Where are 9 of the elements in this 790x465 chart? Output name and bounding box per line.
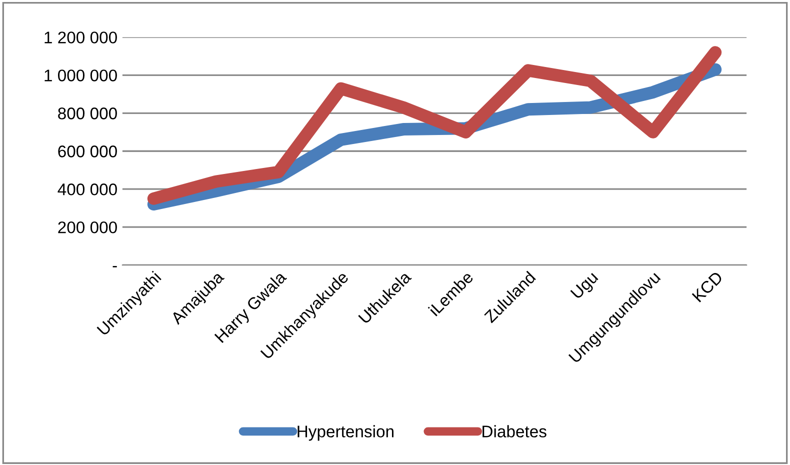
y-tick-label: 400 000 <box>58 184 117 196</box>
y-tick-label: 1 200 000 <box>44 32 117 44</box>
y-tick-label: - <box>112 266 117 268</box>
legend-label: Hypertension <box>298 425 394 441</box>
y-tick-label: 1 000 000 <box>44 70 117 82</box>
y-tick-label: 600 000 <box>58 146 117 158</box>
legend-label: Diabetes <box>482 425 546 438</box>
y-tick-label: 800 000 <box>58 108 117 120</box>
y-tick-label: 200 000 <box>58 221 117 234</box>
